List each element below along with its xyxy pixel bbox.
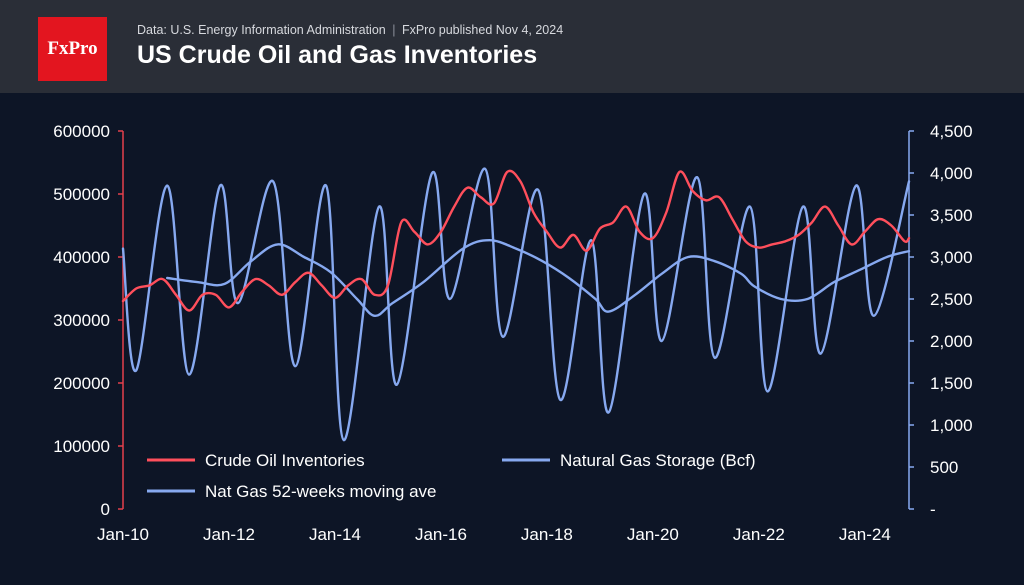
inventory-chart: 0 100000 200000 300000 400000 500000 600000 - 50… bbox=[53, 122, 973, 544]
legend-crude-oil-label: Crude Oil Inventories bbox=[205, 451, 365, 470]
page-title: US Crude Oil and Gas Inventories bbox=[137, 41, 538, 69]
left-axis-tick-label: 200000 bbox=[53, 374, 110, 393]
right-axis-tick-label: 4,000 bbox=[930, 164, 973, 183]
left-axis-tick-label: 400000 bbox=[53, 248, 110, 267]
right-axis-tick-label: 2,000 bbox=[930, 332, 973, 351]
left-axis-tick-label: 300000 bbox=[53, 311, 110, 330]
x-axis-tick-label: Jan-16 bbox=[415, 525, 467, 544]
right-axis-tick-label: 4,500 bbox=[930, 122, 973, 141]
x-axis-tick-label: Jan-22 bbox=[733, 525, 785, 544]
x-axis-tick-label: Jan-18 bbox=[521, 525, 573, 544]
left-axis-tick-label: 0 bbox=[101, 500, 110, 519]
x-axis-tick-label: Jan-14 bbox=[309, 525, 361, 544]
header-bar: FxPro Data: U.S. Energy Information Admi… bbox=[0, 0, 1024, 93]
legend-nat-gas-moving-average-label: Nat Gas 52-weeks moving ave bbox=[205, 482, 437, 501]
crude-oil-inventories-line bbox=[121, 169, 911, 312]
x-axis-tick-label: Jan-10 bbox=[97, 525, 149, 544]
right-axis-tick-label: 500 bbox=[930, 458, 958, 477]
left-axis-tick-label: 100000 bbox=[53, 437, 110, 456]
published-date: FxPro published Nov 4, 2024 bbox=[401, 23, 564, 37]
x-axis-tick-label: Jan-20 bbox=[627, 525, 679, 544]
natural-gas-storage-line bbox=[121, 167, 911, 442]
left-axis-tick-label: 600000 bbox=[53, 122, 110, 141]
separator: | bbox=[392, 23, 396, 37]
right-axis-tick-label: 3,500 bbox=[930, 206, 973, 225]
fxpro-logo: FxPro bbox=[38, 17, 107, 81]
nat-gas-moving-average-line bbox=[166, 239, 911, 318]
right-axis-tick-label: 3,000 bbox=[930, 248, 973, 267]
source-line: Data: U.S. Energy Information Administra… bbox=[137, 23, 563, 37]
left-axis-tick-label: 500000 bbox=[53, 185, 110, 204]
right-axis-tick-label: - bbox=[930, 500, 936, 519]
x-axis-tick-label: Jan-12 bbox=[203, 525, 255, 544]
right-axis-tick-label: 2,500 bbox=[930, 290, 973, 309]
x-axis-tick-label: Jan-24 bbox=[839, 525, 891, 544]
right-axis-tick-label: 1,500 bbox=[930, 374, 973, 393]
data-source: Data: U.S. Energy Information Administra… bbox=[137, 23, 386, 37]
legend-natural-gas-storage-label: Natural Gas Storage (Bcf) bbox=[560, 451, 756, 470]
right-axis-tick-label: 1,000 bbox=[930, 416, 973, 435]
